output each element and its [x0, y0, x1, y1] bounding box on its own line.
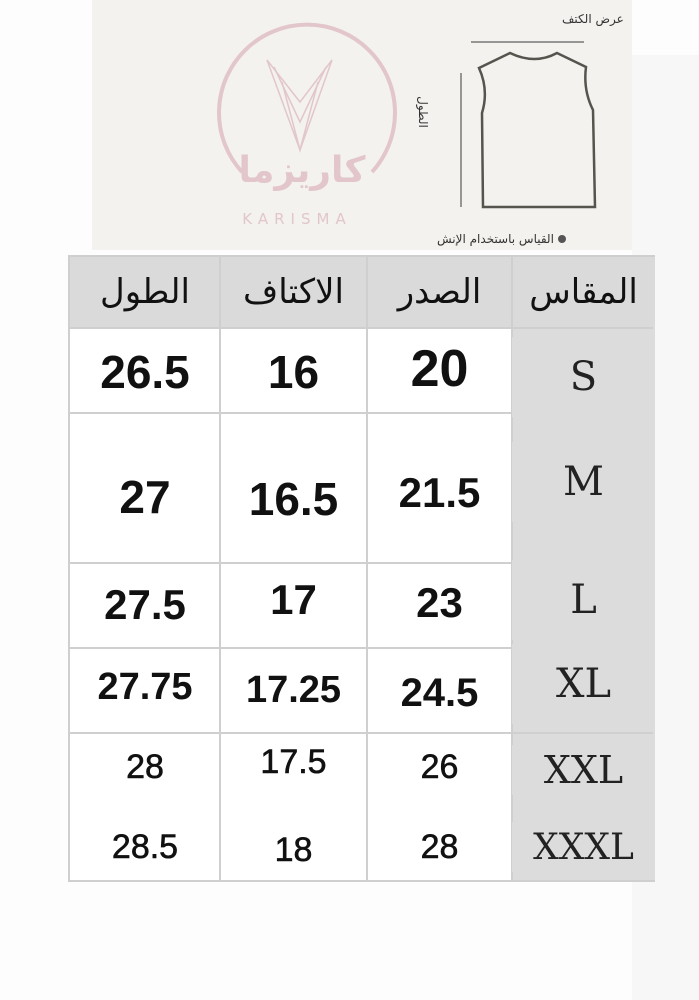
cell-chest: 21.5 [398, 469, 481, 516]
row-divider [70, 412, 653, 414]
karisma-logo [217, 22, 397, 174]
vest-diagram [460, 41, 597, 209]
cell-size: XXXL [512, 822, 655, 872]
cell-length: 28.5 [111, 827, 179, 866]
cell-shoulders: 17 [270, 576, 317, 623]
cell-chest: 26 [420, 747, 459, 786]
bullet-icon [557, 235, 566, 243]
cell-length: 27 [119, 471, 171, 523]
cell-length: 26.5 [100, 346, 190, 398]
shoulder-width-label: عرض الكتف [562, 12, 624, 26]
cell-chest: 20 [410, 340, 469, 398]
logo-arabic-text: كاريزما [238, 150, 366, 191]
header-shoulders: الاكتاف [220, 257, 367, 327]
cell-length: 27.5 [104, 581, 186, 628]
cell-size: L [512, 560, 655, 640]
logo-latin-text: KARISMA [242, 210, 352, 228]
header-size: المقاس [512, 257, 655, 327]
cell-shoulders: 16 [267, 346, 320, 398]
row-divider [70, 327, 653, 329]
column-divider [219, 257, 221, 880]
header-chest: الصدر [367, 257, 512, 327]
cell-size: S [512, 337, 655, 417]
cell-size: M [512, 442, 655, 522]
cell-shoulders: 16.5 [248, 473, 339, 525]
cell-chest: 24.5 [400, 670, 479, 715]
length-label: الطول [415, 96, 430, 128]
size-chart-table: الطول الاكتاف الصدر المقاس 26.5 16 20 S … [68, 255, 655, 882]
cell-size: XXL [512, 745, 655, 795]
row-divider [70, 732, 653, 734]
cell-length: 27.75 [97, 665, 193, 708]
cell-length: 28 [126, 747, 164, 786]
header-length: الطول [70, 257, 220, 327]
cell-shoulders: 17.25 [245, 668, 342, 711]
cell-chest: 23 [416, 579, 463, 626]
row-divider [70, 562, 653, 564]
measurement-note: القياس باستخدام الإنش [437, 232, 566, 246]
measurement-banner: كاريزما KARISMA عرض الكتف الطول القياس ب… [92, 0, 632, 250]
row-divider [70, 647, 653, 649]
cell-shoulders: 18 [274, 830, 313, 869]
column-divider [366, 257, 368, 880]
cell-shoulders: 17.5 [260, 742, 327, 781]
cell-size: XL [512, 644, 655, 724]
note-text: القياس باستخدام الإنش [437, 232, 554, 246]
cell-chest: 28 [420, 827, 459, 866]
